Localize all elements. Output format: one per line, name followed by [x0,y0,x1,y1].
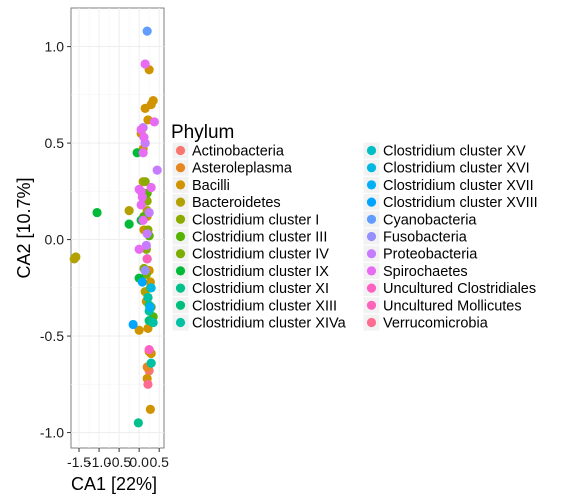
y-tick-label: -1.0 [40,425,64,441]
data-point [92,207,102,218]
legend-label: Asteroleplasma [192,161,293,177]
data-points [69,26,162,428]
data-point [71,252,81,262]
data-point [149,117,159,127]
legend-label: Spirochaetes [383,264,468,280]
y-tick-label: -0.5 [40,328,64,344]
data-point [133,418,143,428]
y-tick-label: 0.5 [45,135,65,151]
legend-label: Clostridium cluster XV [383,144,526,160]
legend-marker [366,197,377,207]
data-point [143,379,153,389]
data-point [136,200,146,210]
legend-label: Fusobacteria [383,230,468,246]
data-point [124,206,134,216]
legend-marker [175,180,186,190]
legend-marker [366,249,377,259]
legend-label: Clostridium cluster XI [192,281,329,297]
legend-label: Clostridium cluster I [192,212,319,228]
legend-marker [366,231,377,242]
legend-label: Cyanobacteria [383,212,477,228]
data-point [139,132,149,142]
legend-marker [366,214,377,224]
legend-marker [175,249,186,259]
data-point [144,344,154,355]
legend-marker [366,163,377,173]
data-point [137,277,147,287]
legend-marker [175,300,186,310]
data-point [142,254,152,264]
data-point [144,207,154,218]
data-point [152,165,162,175]
legend-marker [366,266,377,276]
legend-marker [175,145,186,156]
legend-marker [366,317,377,328]
legend-label: Clostridium cluster XIII [192,298,337,314]
data-point [142,229,152,239]
data-point [124,219,134,229]
data-point [146,358,156,368]
legend-label: Clostridium cluster XVIII [383,195,538,211]
x-tick-label: 0.5 [149,454,169,470]
data-point [137,192,147,202]
data-point [134,244,144,254]
data-point [143,292,153,303]
legend-marker [175,214,186,224]
x-tick-label: -0.5 [107,454,131,470]
data-point [136,124,146,135]
data-point [145,302,155,312]
data-point [138,215,148,225]
data-point [146,283,156,293]
y-tick-label: 0.0 [45,232,65,248]
data-point [141,240,151,250]
legend-label: Actinobacteria [192,144,285,160]
legend-label: Uncultured Clostridiales [383,281,536,297]
x-tick-label: 0.0 [129,454,149,470]
axes: -1.5-1.0-0.50.0 0.5-1.0-0.50.00.51.0 [40,39,169,470]
legend-label: Verrucomicrobia [383,316,489,332]
legend-label: Uncultured Mollicutes [383,298,522,314]
legend-label: Clostridium cluster III [192,230,327,246]
legend-marker [175,317,186,328]
legend-label: Clostridium cluster XVII [383,178,534,194]
legend-marker [366,283,377,293]
data-point [128,319,138,330]
legend-marker [175,231,186,242]
data-point [138,148,148,158]
legend-label: Clostridium cluster IV [192,247,329,263]
x-tick-label: -1.0 [87,454,111,470]
legend-marker [366,300,377,310]
data-point [140,103,150,113]
legend-label: Clostridium cluster XVI [383,161,530,177]
legend-marker [175,197,186,207]
data-point [140,59,150,69]
legend: ActinobacteriaAsteroleplasmaBacilliBacte… [171,141,538,332]
data-point [142,26,152,36]
data-point [140,177,150,187]
data-point [140,265,150,276]
x-tick-label: -1.5 [67,454,91,470]
legend-label: Clostridium cluster XIVa [192,316,347,332]
legend-label: Proteobacteria [383,247,478,263]
legend-label: Bacilli [192,178,230,194]
legend-marker [175,163,186,173]
data-point [134,325,144,335]
x-axis-title: CA1 [22%] [71,474,157,494]
legend-marker [175,283,186,293]
legend-marker [175,266,186,276]
legend-marker [366,180,377,190]
data-point [148,317,158,328]
legend-marker [366,145,377,156]
legend-title: Phylum [171,122,234,143]
data-point [146,182,156,193]
data-point [145,404,155,415]
legend-label: Clostridium cluster IX [192,264,329,280]
y-axis-title: CA2 [10.7%] [14,177,34,278]
y-tick-label: 1.0 [45,39,65,55]
legend-label: Bacteroidetes [192,195,281,211]
